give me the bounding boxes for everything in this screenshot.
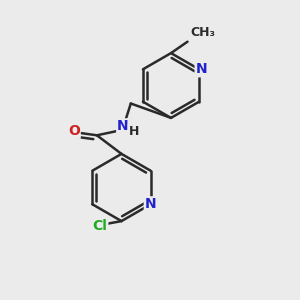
Text: H: H	[129, 125, 139, 138]
Text: N: N	[145, 197, 156, 211]
Text: N: N	[117, 119, 129, 133]
Text: Cl: Cl	[92, 219, 107, 232]
Text: CH₃: CH₃	[190, 26, 215, 39]
Text: O: O	[68, 124, 80, 138]
Text: N: N	[196, 62, 207, 76]
